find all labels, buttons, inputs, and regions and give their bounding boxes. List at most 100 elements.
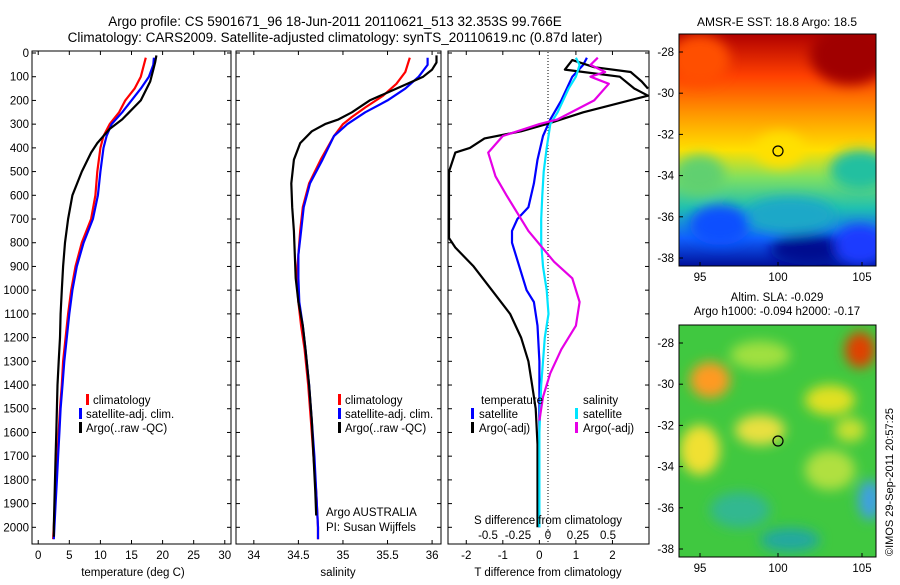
depth-tick-label: 600 bbox=[10, 190, 29, 202]
s-diff-tick-label: -0.25 bbox=[505, 530, 531, 542]
depth-tick-label: 1700 bbox=[3, 451, 29, 463]
depth-tick-label: 500 bbox=[10, 167, 29, 179]
depth-tick-label: 1300 bbox=[3, 356, 29, 368]
lon-tick-label: 100 bbox=[768, 272, 787, 284]
legend-label-argo: Argo(..raw -QC) bbox=[86, 423, 167, 435]
x-tick-label: 0 bbox=[536, 550, 542, 562]
depth-tick-label: 100 bbox=[10, 72, 29, 84]
header-line-2: Climatology: CARS2009. Satellite-adjuste… bbox=[68, 30, 603, 45]
legend-label-t-argo: Argo(-adj) bbox=[479, 423, 530, 435]
sla-map: Altim. SLA: -0.029 Argo h1000: -0.094 h2… bbox=[657, 292, 877, 575]
legend-swatch-s-satellite bbox=[575, 408, 578, 419]
s-difference-axis-ticks: -0.5 -0.25 0 0.25 0.5 bbox=[478, 530, 616, 542]
depth-tick-label: 800 bbox=[10, 238, 29, 250]
legend-label-s-satellite: satellite bbox=[583, 409, 622, 421]
legend-swatch-argo bbox=[338, 422, 341, 433]
depth-tick-label: 1200 bbox=[3, 333, 29, 345]
temperature-panel: 0100200300400500600700800900100011001200… bbox=[3, 48, 232, 579]
x-tick-label: 35 bbox=[337, 550, 350, 562]
sla-map-title-2: Argo h1000: -0.094 h2000: -0.17 bbox=[694, 306, 860, 318]
depth-tick-label: 1900 bbox=[3, 499, 29, 511]
series-line-temperature-satellite bbox=[510, 57, 588, 528]
lat-tick-label: -28 bbox=[657, 338, 674, 350]
lon-tick-label: 105 bbox=[852, 563, 871, 575]
lat-tick-label: -30 bbox=[657, 379, 674, 391]
x-tick-label: 34.5 bbox=[287, 550, 309, 562]
salinity-axis-ticks: 34 34.5 35 35.5 36 bbox=[236, 51, 441, 562]
t-difference-axis-label: T difference from climatology bbox=[474, 567, 621, 579]
lon-tick-label: 95 bbox=[694, 563, 707, 575]
series-line-temperature-argo-adj- bbox=[447, 59, 650, 528]
depth-tick-label: 1800 bbox=[3, 475, 29, 487]
temperature-axis-ticks: 0 5 10 15 20 25 30 bbox=[35, 51, 231, 562]
lat-tick-label: -38 bbox=[657, 544, 674, 556]
lat-tick-label: -34 bbox=[657, 462, 674, 474]
lat-tick-label: -28 bbox=[657, 47, 674, 59]
s-diff-tick-label: -0.5 bbox=[478, 530, 498, 542]
depth-tick-label: 400 bbox=[10, 143, 29, 155]
lat-tick-label: -38 bbox=[657, 253, 674, 265]
legend-label-climatology: climatology bbox=[345, 395, 403, 407]
s-diff-tick-label: 0 bbox=[545, 530, 551, 542]
depth-axis-ticks: 0 100 200 300 400 500 600 700 800 900 1000 1100 1200… bbox=[3, 48, 231, 534]
depth-tick-label: 900 bbox=[10, 261, 29, 273]
x-tick-label: 30 bbox=[218, 550, 231, 562]
legend-swatch-t-argo bbox=[471, 422, 474, 433]
legend-header-temperature: temperature bbox=[481, 395, 543, 407]
argo-location-marker bbox=[772, 145, 784, 157]
depth-tick-label: 300 bbox=[10, 119, 29, 131]
lat-tick-label: -32 bbox=[657, 129, 674, 141]
depth-tick-label: 0 bbox=[23, 48, 29, 60]
salinity-panel: 34 34.5 35 35.5 36 salinity climatology sate… bbox=[235, 50, 442, 579]
salinity-axis-label: salinity bbox=[320, 567, 355, 579]
s-diff-tick-label: 0.5 bbox=[600, 530, 616, 542]
depth-tick-label: 1500 bbox=[3, 404, 29, 416]
x-tick-label: 1 bbox=[573, 550, 579, 562]
x-tick-label: 10 bbox=[94, 550, 107, 562]
salinity-legend: climatology satellite-adj. clim. Argo(..… bbox=[338, 394, 433, 435]
difference-lines bbox=[447, 56, 650, 528]
argo-location-marker bbox=[772, 435, 784, 447]
depth-tick-label: 1000 bbox=[3, 285, 29, 297]
x-tick-label: 35.5 bbox=[376, 550, 398, 562]
legend-swatch-satellite bbox=[79, 408, 82, 419]
sst-map-ticks: -28 -30 -32 -34 -36 -38 95 100 105 bbox=[657, 47, 871, 284]
lat-tick-label: -36 bbox=[657, 503, 674, 515]
legend-header-salinity: salinity bbox=[583, 395, 618, 407]
credit-line-1: Argo AUSTRALIA bbox=[326, 507, 417, 519]
x-tick-label: 5 bbox=[66, 550, 72, 562]
x-tick-label: -1 bbox=[498, 550, 508, 562]
depth-tick-label: 1400 bbox=[3, 380, 29, 392]
series-line-argo-raw-qc- bbox=[52, 55, 158, 537]
x-tick-label: 0 bbox=[35, 550, 41, 562]
lat-tick-label: -34 bbox=[657, 171, 674, 183]
imos-timestamp: ©IMOS 29-Sep-2011 20:57:25 bbox=[884, 408, 896, 556]
legend-label-satellite: satellite-adj. clim. bbox=[345, 409, 433, 421]
t-difference-axis-ticks: -2 -1 0 1 2 bbox=[448, 51, 649, 562]
legend-swatch-climatology bbox=[86, 394, 89, 405]
legend-label-argo: Argo(..raw -QC) bbox=[345, 423, 426, 435]
lat-tick-label: -32 bbox=[657, 420, 674, 432]
header-line-1: Argo profile: CS 5901671_96 18-Jun-2011 … bbox=[108, 14, 562, 29]
series-line-salinity-satellite bbox=[538, 57, 581, 528]
sla-map-title-1: Altim. SLA: -0.029 bbox=[731, 292, 824, 304]
lon-tick-label: 100 bbox=[768, 563, 787, 575]
lat-tick-label: -30 bbox=[657, 88, 674, 100]
credit-line-2: PI: Susan Wijffels bbox=[326, 522, 416, 534]
difference-panel: -2 -1 0 1 2 -0.5 -0.25 0 0.25 0.5 T difference f… bbox=[447, 50, 650, 579]
legend-label-t-satellite: satellite bbox=[479, 409, 518, 421]
sst-map-title: AMSR-E SST: 18.8 Argo: 18.5 bbox=[697, 15, 857, 29]
depth-tick-label: 1600 bbox=[3, 427, 29, 439]
difference-legend: temperature salinity satellite Argo(-adj… bbox=[471, 395, 634, 435]
legend-label-climatology: climatology bbox=[93, 395, 151, 407]
s-diff-tick-label: 0.25 bbox=[567, 530, 589, 542]
temperature-legend: climatology satellite-adj. clim. Argo(..… bbox=[79, 394, 174, 435]
x-tick-label: 36 bbox=[426, 550, 439, 562]
salinity-lines bbox=[290, 55, 438, 540]
depth-tick-label: 1100 bbox=[4, 309, 29, 321]
lon-tick-label: 105 bbox=[852, 272, 871, 284]
temperature-axis-label: temperature (deg C) bbox=[81, 567, 185, 579]
legend-swatch-t-satellite bbox=[471, 408, 474, 419]
legend-swatch-satellite bbox=[338, 408, 341, 419]
legend-label-s-argo: Argo(-adj) bbox=[583, 423, 634, 435]
